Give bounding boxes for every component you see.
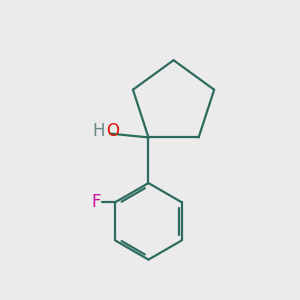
Text: O: O <box>106 122 119 140</box>
Text: H: H <box>93 122 105 140</box>
Text: F: F <box>92 193 101 211</box>
